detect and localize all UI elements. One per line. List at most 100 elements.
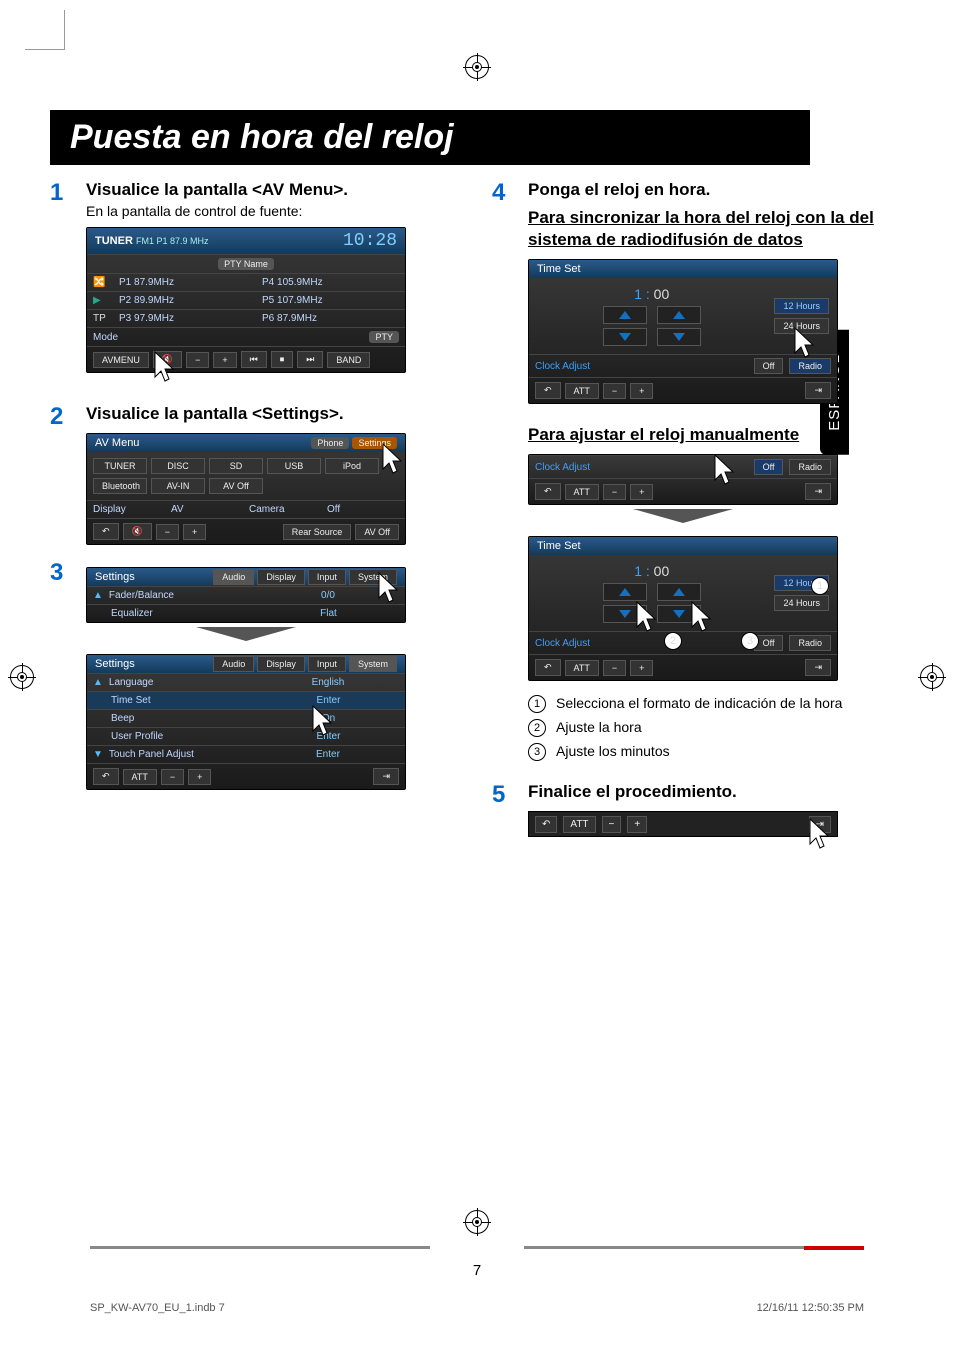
- step-heading: Visualice la pantalla <AV Menu>.: [86, 179, 462, 201]
- src-usb: USB: [267, 458, 321, 474]
- row-av: AV: [171, 504, 243, 515]
- note-text: Selecciona el formato de indicación de l…: [556, 695, 842, 711]
- row-off: Off: [327, 504, 399, 515]
- cursor-icon: [305, 701, 345, 741]
- tuner-title: TUNER: [95, 235, 133, 247]
- preset: P1 87.9MHz: [119, 277, 256, 288]
- tab-system: System: [349, 656, 397, 672]
- step-heading: Visualice la pantalla <Settings>.: [86, 403, 462, 425]
- timeset-manual-screenshot: Time Set 1 : 00: [528, 536, 838, 681]
- att-btn: ATT: [565, 660, 599, 676]
- preset: P6 87.9MHz: [262, 313, 399, 324]
- settings-system-screenshot: Settings Audio Display Input System ▲Lan…: [86, 654, 406, 790]
- tuner-freq: FM1 P1 87.9 MHz: [136, 236, 209, 246]
- att-btn: ATT: [565, 383, 599, 399]
- row-value: Flat: [258, 608, 399, 619]
- callout-3: 3: [741, 632, 759, 650]
- page-number: 7: [473, 1262, 481, 1279]
- tab-input: Input: [308, 569, 346, 585]
- cursor-icon: [707, 450, 747, 490]
- note-num: 2: [528, 719, 546, 737]
- registration-mark: [920, 665, 944, 689]
- step-2: 2 Visualice la pantalla <Settings>. AV M…: [50, 403, 462, 545]
- src-bt: Bluetooth: [93, 478, 147, 494]
- step-5: 5 Finalice el procedimiento. ↶ATT−+ ⇥: [492, 781, 904, 837]
- footer-time: 12/16/11 12:50:35 PM: [757, 1302, 864, 1314]
- att-btn: ATT: [565, 484, 599, 500]
- preset: P3 97.9MHz: [119, 313, 256, 324]
- hour: 1: [634, 563, 642, 579]
- src-ipod: iPod: [325, 458, 379, 474]
- step-number: 3: [50, 559, 72, 790]
- avmenu-btn: AVMENU: [93, 352, 149, 368]
- min: 00: [654, 563, 670, 579]
- column-left: 1 Visualice la pantalla <AV Menu>. En la…: [50, 179, 462, 851]
- clockadj-screenshot: Clock AdjustOffRadio ↶ATT−+⇥: [528, 454, 838, 505]
- step-subtext: En la pantalla de control de fuente:: [86, 203, 462, 219]
- pty-name: PTY Name: [218, 258, 274, 270]
- src-disc: DISC: [151, 458, 205, 474]
- settings-title: Settings: [95, 571, 135, 583]
- phone-btn: Phone: [311, 437, 349, 449]
- row-label: Fader/Balance: [109, 590, 251, 601]
- step-heading: Finalice el procedimiento.: [528, 781, 904, 803]
- cursor-icon: [375, 439, 415, 479]
- cursor-icon: [787, 323, 827, 363]
- row-label: Time Set: [111, 695, 252, 706]
- row-label: Language: [109, 677, 251, 688]
- att-btn: ATT: [123, 769, 157, 785]
- cursor-icon: [629, 597, 669, 637]
- tab-audio: Audio: [213, 569, 254, 585]
- avmenu-title: AV Menu: [95, 437, 139, 449]
- src-sd: SD: [209, 458, 263, 474]
- radio-btn: Radio: [789, 459, 831, 475]
- preset: P2 89.9MHz: [119, 295, 256, 306]
- src-avoff: AV Off: [209, 478, 263, 494]
- timeset-title: Time Set: [537, 263, 581, 275]
- settings-title: Settings: [95, 658, 135, 670]
- row-label: Touch Panel Adjust: [109, 749, 251, 760]
- colon: :: [646, 563, 650, 579]
- rear-source: Rear Source: [283, 524, 352, 540]
- notes-list: 1Selecciona el formato de indicación de …: [528, 695, 904, 761]
- mode-btn: Mode: [93, 332, 363, 343]
- settings-audio-screenshot: Settings Audio Display Input System ▲Fad…: [86, 567, 406, 623]
- colon: :: [646, 286, 650, 302]
- step-number: 4: [492, 179, 514, 767]
- row-value: English: [257, 677, 399, 688]
- tab-display: Display: [257, 656, 305, 672]
- cursor-icon: [371, 568, 411, 608]
- column-right: 4 Ponga el reloj en hora. Para sincroniz…: [492, 179, 904, 851]
- src-avin: AV-IN: [151, 478, 205, 494]
- avmenu-screenshot: AV Menu Phone Settings TUNER DISC SD USB…: [86, 433, 406, 545]
- registration-mark: [10, 665, 34, 689]
- tab-display: Display: [257, 569, 305, 585]
- step-1: 1 Visualice la pantalla <AV Menu>. En la…: [50, 179, 462, 373]
- page-title: Puesta en hora del reloj: [50, 110, 810, 165]
- tab-audio: Audio: [213, 656, 254, 672]
- band-btn: BAND: [327, 352, 370, 368]
- footer-rule-right: [524, 1246, 864, 1249]
- page-content: Puesta en hora del reloj ESPAÑOL 1 Visua…: [50, 40, 904, 1314]
- tuner-screenshot: TUNER FM1 P1 87.9 MHz 10:28 PTY Name 🔀P1…: [86, 227, 406, 373]
- row-label: Beep: [111, 713, 252, 724]
- cursor-icon: [147, 347, 187, 387]
- src-tuner: TUNER: [93, 458, 147, 474]
- row-camera: Camera: [249, 504, 321, 515]
- off-btn: Off: [754, 459, 784, 475]
- step-3: 3 Settings Audio Display Input System: [50, 559, 462, 790]
- av-off: AV Off: [355, 524, 399, 540]
- step-number: 5: [492, 781, 514, 837]
- callout-1: 1: [811, 577, 829, 595]
- att-btn: ATT: [563, 816, 595, 833]
- row-label: User Profile: [111, 731, 252, 742]
- note-text: Ajuste la hora: [556, 719, 642, 735]
- row-display: Display: [93, 504, 165, 515]
- preset: P5 107.9MHz: [262, 295, 399, 306]
- cursor-icon: [684, 597, 724, 637]
- arrow-down-icon: [86, 627, 406, 646]
- step-number: 2: [50, 403, 72, 545]
- pty-btn: PTY: [369, 331, 399, 343]
- cursor-icon: [802, 814, 842, 854]
- timeset-sync-screenshot: Time Set 1 : 00: [528, 259, 838, 404]
